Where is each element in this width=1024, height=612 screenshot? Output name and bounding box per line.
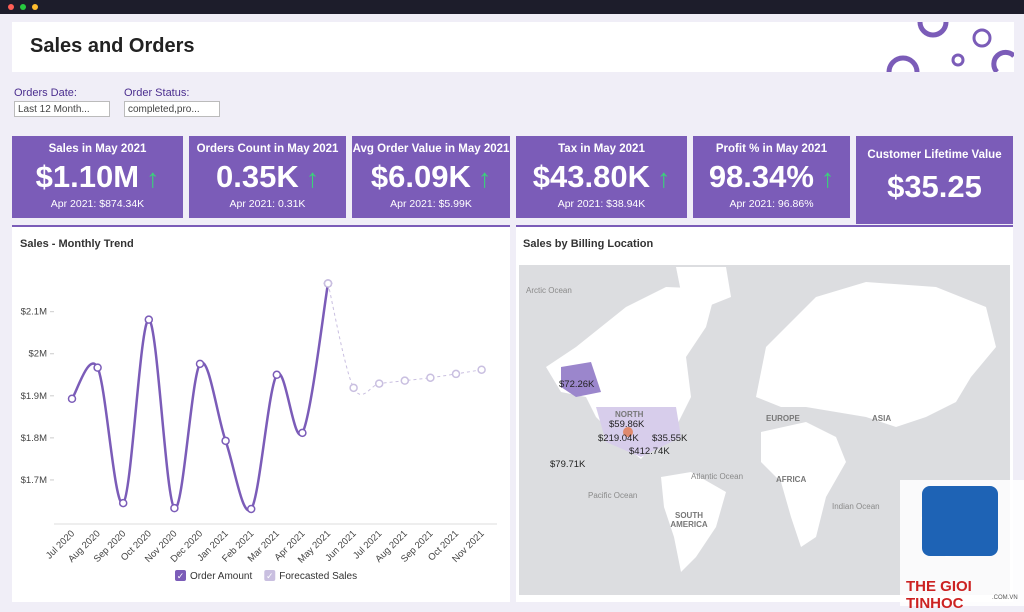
trend-panel: Sales - Monthly Trend $1.7M $1.8M $1.9M $2M… [12, 225, 510, 602]
kpi-card: Sales in May 2021 $1.10M ↑ Apr 2021: $874.… [12, 136, 183, 218]
kpi-value: 0.35K ↑ [189, 159, 346, 195]
kpi-card: Tax in May 2021 $43.80K ↑ Apr 2021: $38.94… [516, 136, 687, 218]
kpi-title: Avg Order Value in May 2021 [352, 143, 510, 155]
kpi-number: $6.09K [370, 159, 471, 194]
map-label: ASIA [872, 414, 892, 423]
filter-label: Order Status: [124, 87, 190, 99]
filter-label: Orders Date: [14, 87, 77, 99]
map-label: NORTH [615, 410, 644, 419]
kpi-title: Orders Count in May 2021 [196, 143, 339, 155]
kpi-number: 98.34% [708, 159, 814, 194]
kpi-compare: Apr 2021: $5.99K [390, 198, 472, 210]
y-tick-label: $1.9M [21, 391, 47, 402]
data-point [374, 379, 384, 388]
data-point [323, 279, 333, 288]
watermark-logo [922, 486, 998, 556]
map-label: Atlantic Ocean [691, 472, 744, 481]
data-point [118, 498, 128, 508]
kpi-value: $6.09K ↑ [352, 159, 510, 195]
data-point [400, 376, 410, 385]
kpi-card: Profit % in May 2021 98.34% ↑ Apr 2021: 96… [693, 136, 850, 218]
data-point [298, 428, 307, 438]
header-decoration [886, 22, 1014, 72]
map-title: Sales by Billing Location [523, 238, 653, 250]
data-point [349, 383, 358, 393]
kpi-title: Profit % in May 2021 [715, 143, 828, 155]
kpi-number: $1.10M [35, 159, 140, 194]
series-line [70, 283, 330, 512]
data-point [426, 373, 435, 382]
map-label: SOUTH AMERICA [670, 511, 708, 529]
data-point [451, 369, 461, 379]
trend-arrow: ↑ [649, 163, 671, 193]
data-point [195, 359, 205, 369]
chart-title: Sales - Monthly Trend [20, 238, 134, 250]
legend-label: Order Amount [190, 571, 252, 582]
kpi-compare: Apr 2021: 0.31K [229, 198, 306, 210]
map-value-label: $79.71K [550, 459, 586, 470]
watermark: THE GIOI TINHOC .COM.VN [900, 480, 1024, 612]
kpi-value: 98.34% ↑ [693, 159, 850, 195]
legend-check: ✓ [266, 571, 274, 581]
legend-swatch [264, 570, 276, 581]
data-point [170, 503, 179, 513]
trend-arrow: ↑ [298, 163, 319, 193]
map-label: Pacific Ocean [588, 491, 638, 500]
kpi-value: $43.80K ↑ [516, 159, 687, 195]
kpi-compare: Apr 2021: 96.86% [729, 198, 814, 210]
legend-check: ✓ [177, 571, 185, 581]
watermark-sub: .COM.VN [992, 595, 1018, 601]
kpi-title: Sales in May 2021 [48, 143, 147, 155]
kpi-card: Orders Count in May 2021 0.35K ↑ Apr 2021:… [189, 136, 346, 218]
map-value-label: $35.55K [652, 433, 688, 444]
kpi-title: Tax in May 2021 [558, 143, 645, 155]
kpi-card: Customer Lifetime Value $35.25 [856, 136, 1013, 224]
window-bar [0, 0, 1024, 14]
kpi-value: $1.10M ↑ [12, 159, 183, 195]
data-point [67, 394, 77, 404]
map-value-label: $72.26K [559, 379, 595, 390]
y-tick-label: $1.8M [21, 433, 47, 444]
trend-arrow: ↑ [813, 163, 835, 193]
kpi-number: 0.35K [216, 159, 299, 194]
kpi-card: Avg Order Value in May 2021 $6.09K ↑ Apr 2… [352, 136, 510, 218]
data-point [272, 370, 282, 380]
y-tick-label: $2.1M [21, 307, 47, 318]
map-panel: Sales by Billing Location Arctic Ocean NO… [516, 225, 1013, 602]
y-tick-label: $1.7M [21, 475, 47, 486]
trend-arrow: ↑ [470, 163, 492, 193]
kpi-number: $35.25 [887, 169, 982, 204]
data-point [144, 315, 154, 324]
data-point [477, 365, 486, 374]
kpi-title: Customer Lifetime Value [867, 149, 1002, 161]
map-value-label: $59.86K [609, 419, 645, 430]
map-value-label: $412.74K [629, 446, 670, 457]
y-tick-label: $2M [29, 349, 48, 360]
kpi-compare: Apr 2021: $874.34K [50, 198, 145, 210]
legend-label: Forecasted Sales [279, 571, 357, 582]
data-point [221, 436, 230, 446]
legend-swatch [175, 570, 186, 581]
line-chart: Sales - Monthly Trend $1.7M $1.8M $1.9M $2M… [20, 238, 497, 582]
filter-select[interactable]: Last 12 Month... [14, 101, 110, 117]
map-label: Indian Ocean [832, 502, 880, 511]
map-label: EUROPE [766, 414, 800, 423]
kpi-value: $35.25 [856, 169, 1013, 205]
kpi-number: $43.80K [532, 159, 650, 194]
map-label: AFRICA [776, 475, 807, 484]
trend-arrow: ↑ [139, 163, 160, 193]
data-point [246, 504, 256, 514]
header: Sales and Orders [12, 22, 1014, 72]
map-label: Arctic Ocean [526, 286, 572, 295]
data-point [93, 363, 102, 372]
kpi-compare: Apr 2021: $38.94K [557, 198, 646, 210]
filter-select[interactable]: completed,pro... [124, 101, 220, 117]
page-title: Sales and Orders [30, 35, 195, 57]
map-value-label: $219.04K [598, 433, 639, 444]
